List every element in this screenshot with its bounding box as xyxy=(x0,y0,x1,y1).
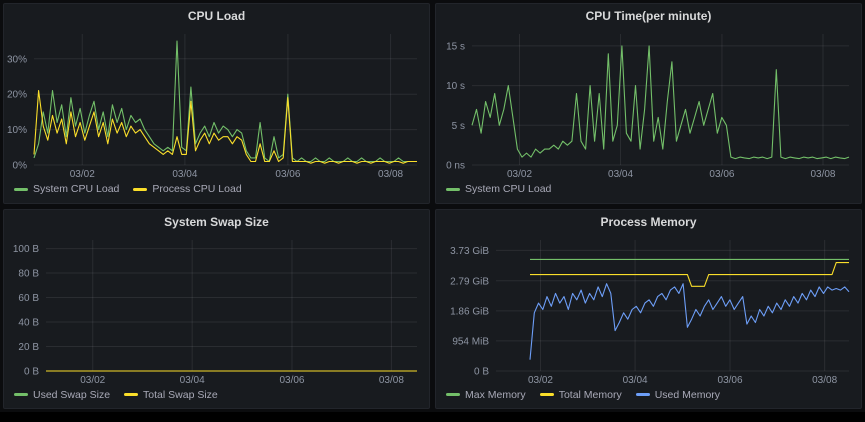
panel-title-cpu-load[interactable]: CPU Load xyxy=(187,9,246,23)
legend-label[interactable]: System CPU Load xyxy=(465,183,552,195)
legend-label[interactable]: Max Memory xyxy=(465,388,526,401)
series-line xyxy=(530,261,849,287)
legend-item[interactable]: Total Swap Size xyxy=(124,389,218,401)
legend-item[interactable]: System CPU Load xyxy=(446,183,551,195)
y-tick-label: 10% xyxy=(7,125,27,136)
y-tick-label: 10 s xyxy=(446,81,465,92)
chart-svg[interactable]: 0 ns 5 s 10 s 15 s 03/02 03/04 03/06 03/08 xyxy=(436,28,861,181)
x-tick-label: 03/02 xyxy=(70,169,95,180)
chart-svg[interactable]: 0% 10% 20% 30% 03/02 03/04 03/06 03/08 xyxy=(4,28,429,181)
x-tick-label: 03/02 xyxy=(507,169,532,180)
x-tick-label: 03/08 xyxy=(810,169,835,180)
legend-color-mark xyxy=(14,393,28,396)
cpu-time-chart[interactable]: 0 ns 5 s 10 s 15 s 03/02 03/04 03/06 03/08 xyxy=(436,28,861,181)
y-tick-label: 1.86 GiB xyxy=(450,306,489,317)
grafana-dashboard: CPU Load 0% 10% 20% 30% 03/02 03/04 03/06 03/08… xyxy=(0,0,865,412)
x-tick-label: 03/06 xyxy=(709,169,734,180)
process-memory-legend: Max Memory Total Memory Used Memory xyxy=(436,386,861,408)
y-tick-label: 0 B xyxy=(474,366,489,377)
x-tick-label: 03/04 xyxy=(172,169,197,180)
y-tick-label: 5 s xyxy=(452,121,465,132)
swap-size-legend: Used Swap Size Total Swap Size xyxy=(4,386,429,408)
x-tick-label: 03/08 xyxy=(379,375,404,386)
y-tick-label: 20 B xyxy=(18,342,39,353)
legend-color-mark xyxy=(539,393,554,396)
y-tick-label: 20% xyxy=(7,90,27,101)
x-tick-label: 03/04 xyxy=(180,375,205,386)
legend-item[interactable]: Total Memory xyxy=(539,388,622,401)
legend-label[interactable]: Total Memory xyxy=(558,388,622,401)
legend-label[interactable]: Used Swap Size xyxy=(33,388,111,401)
panel-title-swap-size[interactable]: System Swap Size xyxy=(164,214,269,229)
swap-size-chart[interactable]: 0 B 20 B 40 B 60 B 80 B 100 B 03/02 03/04 03/06 0… xyxy=(4,234,429,387)
legend-item[interactable]: Used Memory xyxy=(635,388,721,401)
panel-swap-size: System Swap Size 0 B 20 B 40 B 60 B 80 B 100 … xyxy=(3,208,430,409)
x-tick-label: 03/06 xyxy=(275,169,300,180)
cpu-load-chart[interactable]: 0% 10% 20% 30% 03/02 03/04 03/06 03/08 xyxy=(4,28,429,181)
y-tick-label: 80 B xyxy=(18,268,39,279)
panel-title-process-memory[interactable]: Process Memory xyxy=(600,214,697,229)
y-tick-label: 30% xyxy=(7,54,27,65)
series-line xyxy=(529,282,850,360)
x-tick-label: 03/04 xyxy=(608,169,633,180)
series-line xyxy=(471,45,850,160)
y-tick-label: 100 B xyxy=(13,244,39,255)
x-tick-label: 03/08 xyxy=(378,169,403,180)
legend-item[interactable]: Process CPU Load xyxy=(133,183,242,195)
legend-color-mark xyxy=(14,187,28,191)
legend-color-mark xyxy=(446,393,460,396)
cpu-time-legend: System CPU Load xyxy=(436,181,861,203)
y-tick-label: 15 s xyxy=(446,41,465,52)
y-tick-label: 0% xyxy=(13,161,28,172)
y-tick-label: 40 B xyxy=(18,317,39,328)
x-tick-label: 03/04 xyxy=(623,375,648,386)
legend-color-mark xyxy=(124,393,139,396)
x-tick-label: 03/06 xyxy=(718,375,743,386)
panel-cpu-load: CPU Load 0% 10% 20% 30% 03/02 03/04 03/06 03/08… xyxy=(3,3,430,204)
legend-item[interactable]: Max Memory xyxy=(446,389,526,401)
y-tick-label: 0 B xyxy=(24,366,39,377)
legend-label[interactable]: Total Swap Size xyxy=(143,388,218,401)
panel-process-memory: Process Memory 0 B 954 MiB 1.86 GiB 2.79 Gi… xyxy=(435,208,862,409)
legend-item[interactable]: Used Swap Size xyxy=(14,389,110,401)
process-memory-chart[interactable]: 0 B 954 MiB 1.86 GiB 2.79 GiB 3.73 GiB 03/02 0… xyxy=(436,234,861,387)
y-tick-label: 3.73 GiB xyxy=(450,245,489,256)
y-tick-label: 954 MiB xyxy=(452,336,489,347)
y-tick-label: 2.79 GiB xyxy=(450,276,489,287)
legend-label[interactable]: Process CPU Load xyxy=(152,183,242,195)
legend-label[interactable]: Used Memory xyxy=(654,388,721,401)
chart-svg[interactable]: 0 B 20 B 40 B 60 B 80 B 100 B 03/02 03/04 03/06 0… xyxy=(4,234,429,387)
series-line xyxy=(33,90,417,164)
x-tick-label: 03/06 xyxy=(279,375,304,386)
legend-color-mark xyxy=(446,187,460,191)
x-tick-label: 03/02 xyxy=(80,375,105,386)
legend-color-mark xyxy=(635,393,650,396)
legend-item[interactable]: System CPU Load xyxy=(14,183,119,195)
y-tick-label: 0 ns xyxy=(446,161,465,172)
x-tick-label: 03/08 xyxy=(812,375,837,386)
panel-title-cpu-time[interactable]: CPU Time(per minute) xyxy=(585,9,712,23)
cpu-load-legend: System CPU Load Process CPU Load xyxy=(4,181,429,203)
legend-label[interactable]: System CPU Load xyxy=(33,183,120,195)
panel-cpu-time: CPU Time(per minute) 0 ns 5 s 10 s 15 s 03/0… xyxy=(435,3,862,204)
legend-color-mark xyxy=(133,187,148,191)
chart-svg[interactable]: 0 B 954 MiB 1.86 GiB 2.79 GiB 3.73 GiB 03/02 0… xyxy=(436,234,861,387)
x-tick-label: 03/02 xyxy=(528,375,553,386)
y-tick-label: 60 B xyxy=(18,293,39,304)
